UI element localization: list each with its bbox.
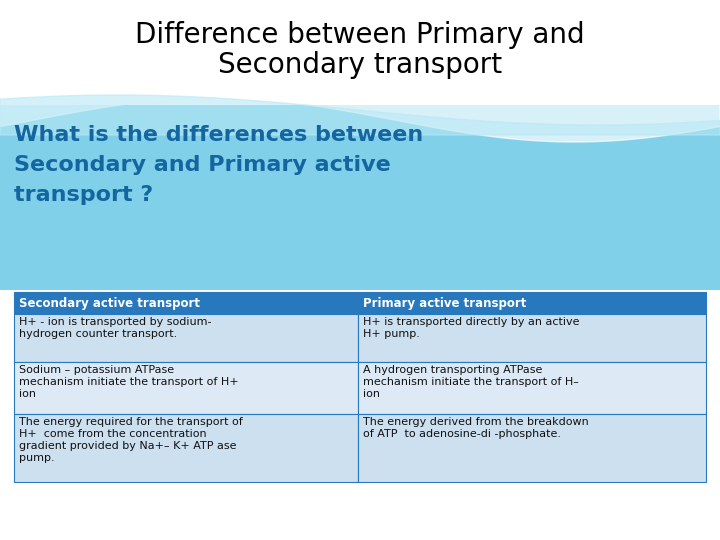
Bar: [14, 292, 358, 314]
Text: Secondary and Primary active: Secondary and Primary active: [14, 155, 391, 175]
Text: What is the differences between: What is the differences between: [14, 125, 423, 145]
Text: A hydrogen transporting ATPase
mechanism initiate the transport of H–
ion: A hydrogen transporting ATPase mechanism…: [363, 365, 579, 399]
Text: The energy derived from the breakdown
of ATP  to adenosine-di -phosphate.: The energy derived from the breakdown of…: [363, 417, 589, 439]
Polygon shape: [0, 95, 720, 142]
Text: H+ is transported directly by an active
H+ pump.: H+ is transported directly by an active …: [363, 317, 580, 339]
Bar: [14, 362, 358, 414]
Bar: [358, 314, 706, 362]
Bar: [0, 105, 720, 290]
Text: Sodium – potassium ATPase
mechanism initiate the transport of H+
ion: Sodium – potassium ATPase mechanism init…: [19, 365, 238, 399]
Text: transport ?: transport ?: [14, 185, 153, 205]
Text: Secondary transport: Secondary transport: [218, 51, 502, 79]
Bar: [14, 414, 358, 482]
Polygon shape: [0, 95, 720, 135]
Bar: [358, 362, 706, 414]
Text: H+ - ion is transported by sodium-
hydrogen counter transport.: H+ - ion is transported by sodium- hydro…: [19, 317, 212, 339]
Text: Secondary active transport: Secondary active transport: [19, 296, 200, 309]
Text: Difference between Primary and: Difference between Primary and: [135, 21, 585, 49]
Bar: [358, 414, 706, 482]
Bar: [358, 292, 706, 314]
Text: The energy required for the transport of
H+  come from the concentration
gradien: The energy required for the transport of…: [19, 417, 243, 463]
Text: Primary active transport: Primary active transport: [363, 296, 526, 309]
Bar: [14, 314, 358, 362]
